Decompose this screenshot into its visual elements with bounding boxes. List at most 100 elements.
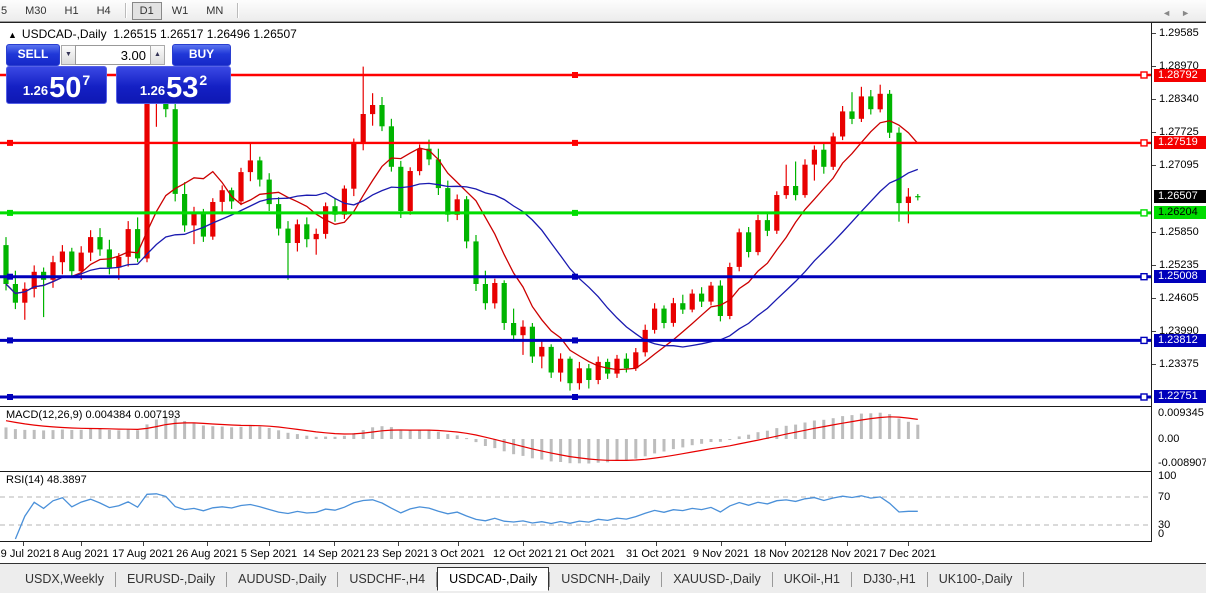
collapse-trade-panel-icon[interactable]: ▲	[8, 30, 17, 40]
chart-tab[interactable]: USDCAD-,Daily	[437, 567, 550, 591]
tab-separator	[114, 571, 116, 587]
tab-separator	[1023, 571, 1025, 587]
timeframe-button-h4[interactable]: H4	[96, 4, 111, 17]
date-label: 8 Aug 2021	[53, 548, 109, 560]
date-label: 9 Nov 2021	[692, 548, 750, 560]
sell-price-pip: 7	[82, 72, 91, 88]
price-badge: 1.26204	[1154, 206, 1206, 219]
price-badge: 1.28792	[1154, 69, 1206, 82]
buy-price-prefix: 1.26	[139, 83, 166, 98]
price-badge: 1.27519	[1154, 136, 1206, 149]
date-label: 17 Aug 2021	[112, 548, 174, 560]
chart-tab[interactable]: USDCNH-,Daily	[561, 572, 651, 586]
price-badge: 1.25008	[1154, 270, 1206, 283]
date-label: 28 Nov 2021	[815, 548, 879, 560]
sell-price-panel[interactable]: 1.26 50 7	[6, 66, 107, 104]
chart-tab[interactable]: USDCHF-,H4	[349, 572, 426, 586]
timeframe-button-5[interactable]: 5	[1, 4, 8, 17]
price-tick	[1152, 132, 1156, 133]
tab-separator	[771, 571, 773, 587]
price-tick-label: 1.25850	[1159, 226, 1199, 238]
date-tick	[81, 542, 82, 546]
date-label: 18 Nov 2021	[753, 548, 817, 560]
date-tick	[656, 542, 657, 546]
rsi-indicator-label: RSI(14) 48.3897	[6, 474, 87, 486]
price-tick-label: 1.23375	[1159, 358, 1199, 370]
price-tick	[1152, 99, 1156, 100]
timeframe-button-h1[interactable]: H1	[64, 4, 79, 17]
timeframe-button-d1[interactable]: D1	[131, 1, 162, 20]
macd-axis-zero: 0.00	[1158, 433, 1180, 445]
price-tick-label: 1.24605	[1159, 292, 1199, 304]
toolbar-separator	[124, 3, 126, 18]
tab-scroll-arrows[interactable]: ◄►	[1162, 8, 1200, 18]
tab-scroll-right-icon[interactable]: ►	[1181, 8, 1200, 18]
chart-tab[interactable]: UK100-,Daily	[938, 572, 1013, 586]
date-label: 26 Aug 2021	[176, 548, 238, 560]
panel-separator[interactable]	[0, 406, 1206, 407]
date-tick	[143, 542, 144, 546]
chart-tab[interactable]: XAUUSD-,Daily	[673, 572, 761, 586]
toolbar-separator	[237, 3, 239, 18]
chart-tab[interactable]: DJ30-,H1	[862, 572, 916, 586]
buy-button[interactable]: BUY	[172, 44, 231, 66]
tab-scroll-left-icon[interactable]: ◄	[1162, 8, 1182, 18]
price-tick-label: 1.27095	[1159, 159, 1199, 171]
rsi-axis-label: 0	[1158, 528, 1165, 540]
price-tick-label: 1.28340	[1159, 93, 1199, 105]
timeframe-toolbar: 5 M30 H1 H4 D1 W1 MN	[0, 0, 1206, 22]
date-tick	[398, 542, 399, 546]
price-badge: 1.23812	[1154, 334, 1206, 347]
panel-separator[interactable]	[0, 541, 1206, 542]
price-tick	[1152, 265, 1156, 266]
panel-separator[interactable]	[0, 471, 1206, 472]
date-label: 7 Dec 2021	[879, 548, 937, 560]
buy-price-panel[interactable]: 1.26 53 2	[116, 66, 231, 104]
tab-separator	[549, 571, 551, 587]
price-tick	[1152, 298, 1156, 299]
price-tick	[1152, 364, 1156, 365]
volume-increase-button[interactable]: ▲	[150, 45, 165, 65]
macd-axis-max: 0.009345	[1158, 407, 1204, 419]
chart-tab-bar: USDX,Weekly EURUSD-,Daily AUDUSD-,Daily USD…	[0, 563, 1206, 593]
volume-decrease-button[interactable]: ▼	[61, 45, 76, 65]
chart-header: ▲ USDCAD-,Daily 1.26515 1.26517 1.26496 1…	[8, 27, 297, 41]
tab-separator	[226, 571, 228, 587]
timeframe-button-w1[interactable]: W1	[171, 4, 189, 17]
tab-separator	[850, 571, 852, 587]
date-tick	[334, 542, 335, 546]
timeframe-button-mn[interactable]: MN	[206, 4, 224, 17]
price-axis[interactable]: 1.29585 1.28970 1.28340 1.27725 1.27095 1.258…	[1151, 23, 1206, 542]
chart-tab[interactable]: USDX,Weekly	[25, 572, 104, 586]
price-tick	[1152, 33, 1156, 34]
date-label: 5 Sep 2021	[240, 548, 298, 560]
rsi-axis-label: 30	[1158, 519, 1171, 531]
timeframe-button-m30[interactable]: M30	[25, 4, 47, 17]
buy-price-pip: 2	[199, 72, 208, 88]
tab-separator	[926, 571, 928, 587]
sell-button[interactable]: SELL	[6, 44, 60, 66]
chart-window: ▲ USDCAD-,Daily 1.26515 1.26517 1.26496 1…	[0, 22, 1206, 564]
macd-indicator-label: MACD(12,26,9) 0.004384 0.007193	[6, 409, 181, 421]
date-axis[interactable]: 29 Jul 2021 8 Aug 2021 17 Aug 2021 26 Aug 2…	[0, 542, 1151, 564]
chart-tab[interactable]: UKOil-,H1	[783, 572, 840, 586]
date-tick	[721, 542, 722, 546]
date-label: 12 Oct 2021	[493, 548, 553, 560]
date-tick	[269, 542, 270, 546]
price-badge: 1.26507	[1154, 190, 1206, 203]
chart-tab[interactable]: AUDUSD-,Daily	[238, 572, 327, 586]
tab-separator	[337, 571, 339, 587]
date-tick	[523, 542, 524, 546]
price-tick	[1152, 331, 1156, 332]
chart-tab[interactable]: EURUSD-,Daily	[126, 572, 216, 586]
date-tick	[458, 542, 459, 546]
volume-input[interactable]	[75, 45, 152, 65]
date-tick	[847, 542, 848, 546]
date-label: 23 Sep 2021	[366, 548, 430, 560]
price-chart-canvas[interactable]	[0, 23, 1151, 542]
macd-axis-min: -0.008907	[1158, 457, 1206, 469]
date-label: 21 Oct 2021	[555, 548, 615, 560]
tab-separator	[436, 571, 438, 587]
tab-separator	[661, 571, 663, 587]
